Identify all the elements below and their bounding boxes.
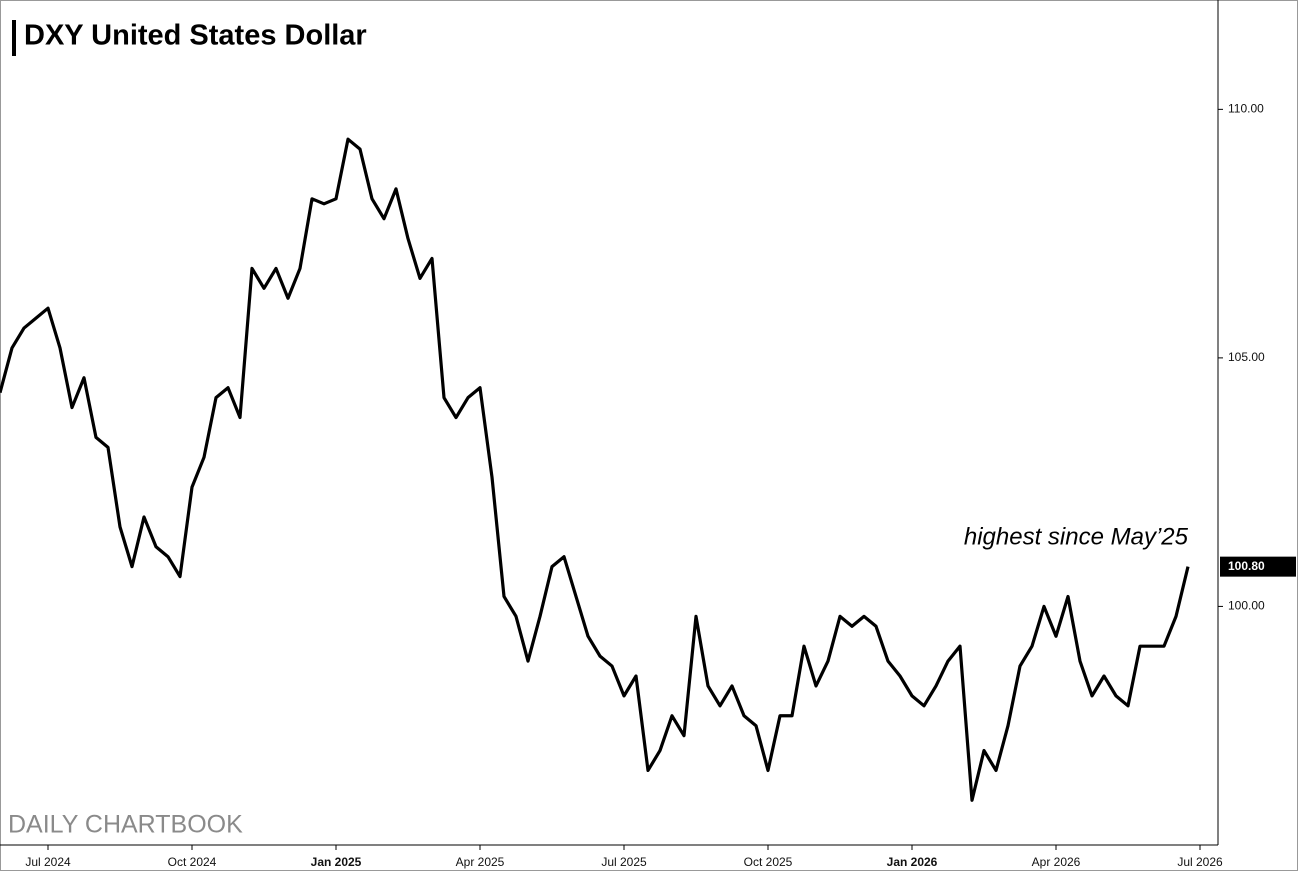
annotation: highest since May’25 [964, 523, 1189, 550]
x-tick-label: Apr 2025 [456, 855, 505, 869]
last-value-label: 100.80 [1228, 559, 1265, 573]
x-tick-label: Oct 2024 [168, 855, 217, 869]
x-tick-label: Oct 2025 [744, 855, 793, 869]
x-tick-label: Jan 2025 [311, 855, 362, 869]
title-bar [12, 20, 16, 56]
x-tick-label: Jul 2024 [25, 855, 71, 869]
watermark: DAILY CHARTBOOK [8, 811, 243, 839]
price-line [0, 137, 1190, 802]
chart-title: DXY United States Dollar [24, 20, 367, 52]
x-tick-label: Jul 2026 [1177, 855, 1223, 869]
y-tick-label: 105.00 [1228, 350, 1265, 364]
y-tick-label: 100.00 [1228, 599, 1265, 613]
x-tick-label: Apr 2026 [1032, 855, 1081, 869]
x-tick-label: Jan 2026 [887, 855, 938, 869]
last-value-box [1220, 556, 1296, 577]
x-tick-label: Jul 2025 [601, 855, 647, 869]
y-tick-label: 110.00 [1228, 102, 1264, 116]
